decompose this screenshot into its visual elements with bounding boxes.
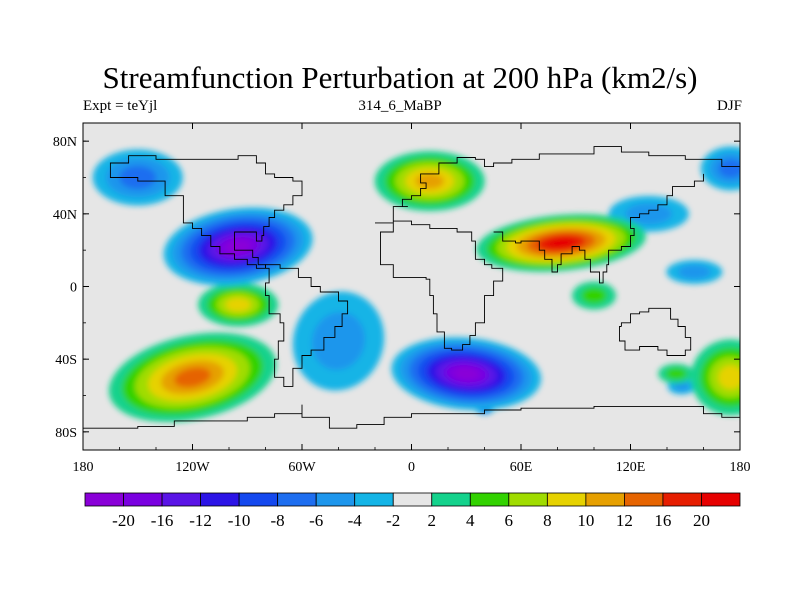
y-tick-label: 0 xyxy=(70,281,77,296)
case-label: 314_6_MaBP xyxy=(358,98,442,114)
x-tick-label: 180 xyxy=(73,460,94,475)
colorbar-swatch xyxy=(84,492,124,507)
colorbar-swatch xyxy=(546,492,587,507)
colorbar-swatch xyxy=(508,492,548,507)
colorbar-label: -16 xyxy=(151,511,174,530)
colorbar-label: -10 xyxy=(228,511,251,530)
colorbar-swatch xyxy=(200,492,240,507)
colorbar-label: -8 xyxy=(271,511,285,530)
chart-title: Streamfunction Perturbation at 200 hPa (… xyxy=(102,60,698,95)
colorbar-label: 12 xyxy=(616,511,633,530)
coastlines xyxy=(83,146,740,429)
contour-band xyxy=(581,287,607,304)
contour-band xyxy=(311,312,366,370)
x-tick-label: 180 xyxy=(730,460,751,475)
y-tick-label: 40S xyxy=(55,353,77,368)
coastline-path xyxy=(493,173,704,284)
contour-band xyxy=(546,238,576,248)
colorbar-label: -2 xyxy=(386,511,400,530)
colorbar-label: -12 xyxy=(189,511,212,530)
x-tick-label: 60W xyxy=(288,460,316,475)
colorbar-swatch xyxy=(701,492,741,507)
colorbar-label: 16 xyxy=(654,511,671,530)
colorbar-swatch xyxy=(585,492,625,507)
colorbar-label: 6 xyxy=(505,511,514,530)
x-tick-label: 120W xyxy=(175,460,210,475)
colorbar-swatch xyxy=(662,492,702,507)
contour-band xyxy=(453,367,479,380)
colorbar-label: 8 xyxy=(543,511,552,530)
colorbar-swatch xyxy=(624,492,664,507)
colorbar-label: 4 xyxy=(466,511,475,530)
colorbar-label: -6 xyxy=(309,511,323,530)
colorbar-swatch xyxy=(392,492,433,507)
colorbar-swatch xyxy=(238,492,279,507)
colorbar-swatch xyxy=(161,492,201,507)
coastline-path xyxy=(619,307,692,356)
colorbar-swatch xyxy=(354,492,394,507)
colorbar-swatch xyxy=(123,492,163,507)
contour-band xyxy=(718,365,740,390)
y-tick-label: 40N xyxy=(53,208,77,223)
colorbar-label: 10 xyxy=(577,511,594,530)
colorbar: -20 -16 -12 -10 -8 -6 -4 -2 2 4 6 8 10 12 16 20 xyxy=(84,492,741,530)
coastline-path xyxy=(265,264,349,387)
axes: 180 120W 60W 0 60E 120E 180 80N 40N 0 40S 80S xyxy=(53,123,751,475)
season-label: DJF xyxy=(716,98,742,114)
contour-band xyxy=(673,381,690,392)
contour-band xyxy=(174,367,211,388)
coastline-path xyxy=(375,146,740,351)
contour-band xyxy=(415,173,445,189)
coastline-path xyxy=(109,155,303,269)
colorbar-swatch xyxy=(277,492,317,507)
y-tick-label: 80N xyxy=(53,135,77,150)
colorbar-label: 20 xyxy=(693,511,710,530)
colorbar-label: -4 xyxy=(348,511,363,530)
colorbar-label: -20 xyxy=(112,511,135,530)
x-tick-label: 120E xyxy=(616,460,646,475)
contour-band xyxy=(678,264,711,279)
coastline-path xyxy=(83,404,740,429)
colorbar-swatch xyxy=(469,492,510,507)
contour-band xyxy=(718,159,740,178)
x-tick-label: 60E xyxy=(510,460,533,475)
contour-band xyxy=(665,367,687,380)
experiment-label: Expt = teYjl xyxy=(83,98,158,114)
y-tick-label: 80S xyxy=(55,426,77,441)
x-tick-label: 0 xyxy=(408,460,415,475)
contour-band xyxy=(225,297,251,312)
colorbar-label: 2 xyxy=(428,511,437,530)
colorbar-swatch xyxy=(315,492,356,507)
colorbar-swatch xyxy=(431,492,471,507)
